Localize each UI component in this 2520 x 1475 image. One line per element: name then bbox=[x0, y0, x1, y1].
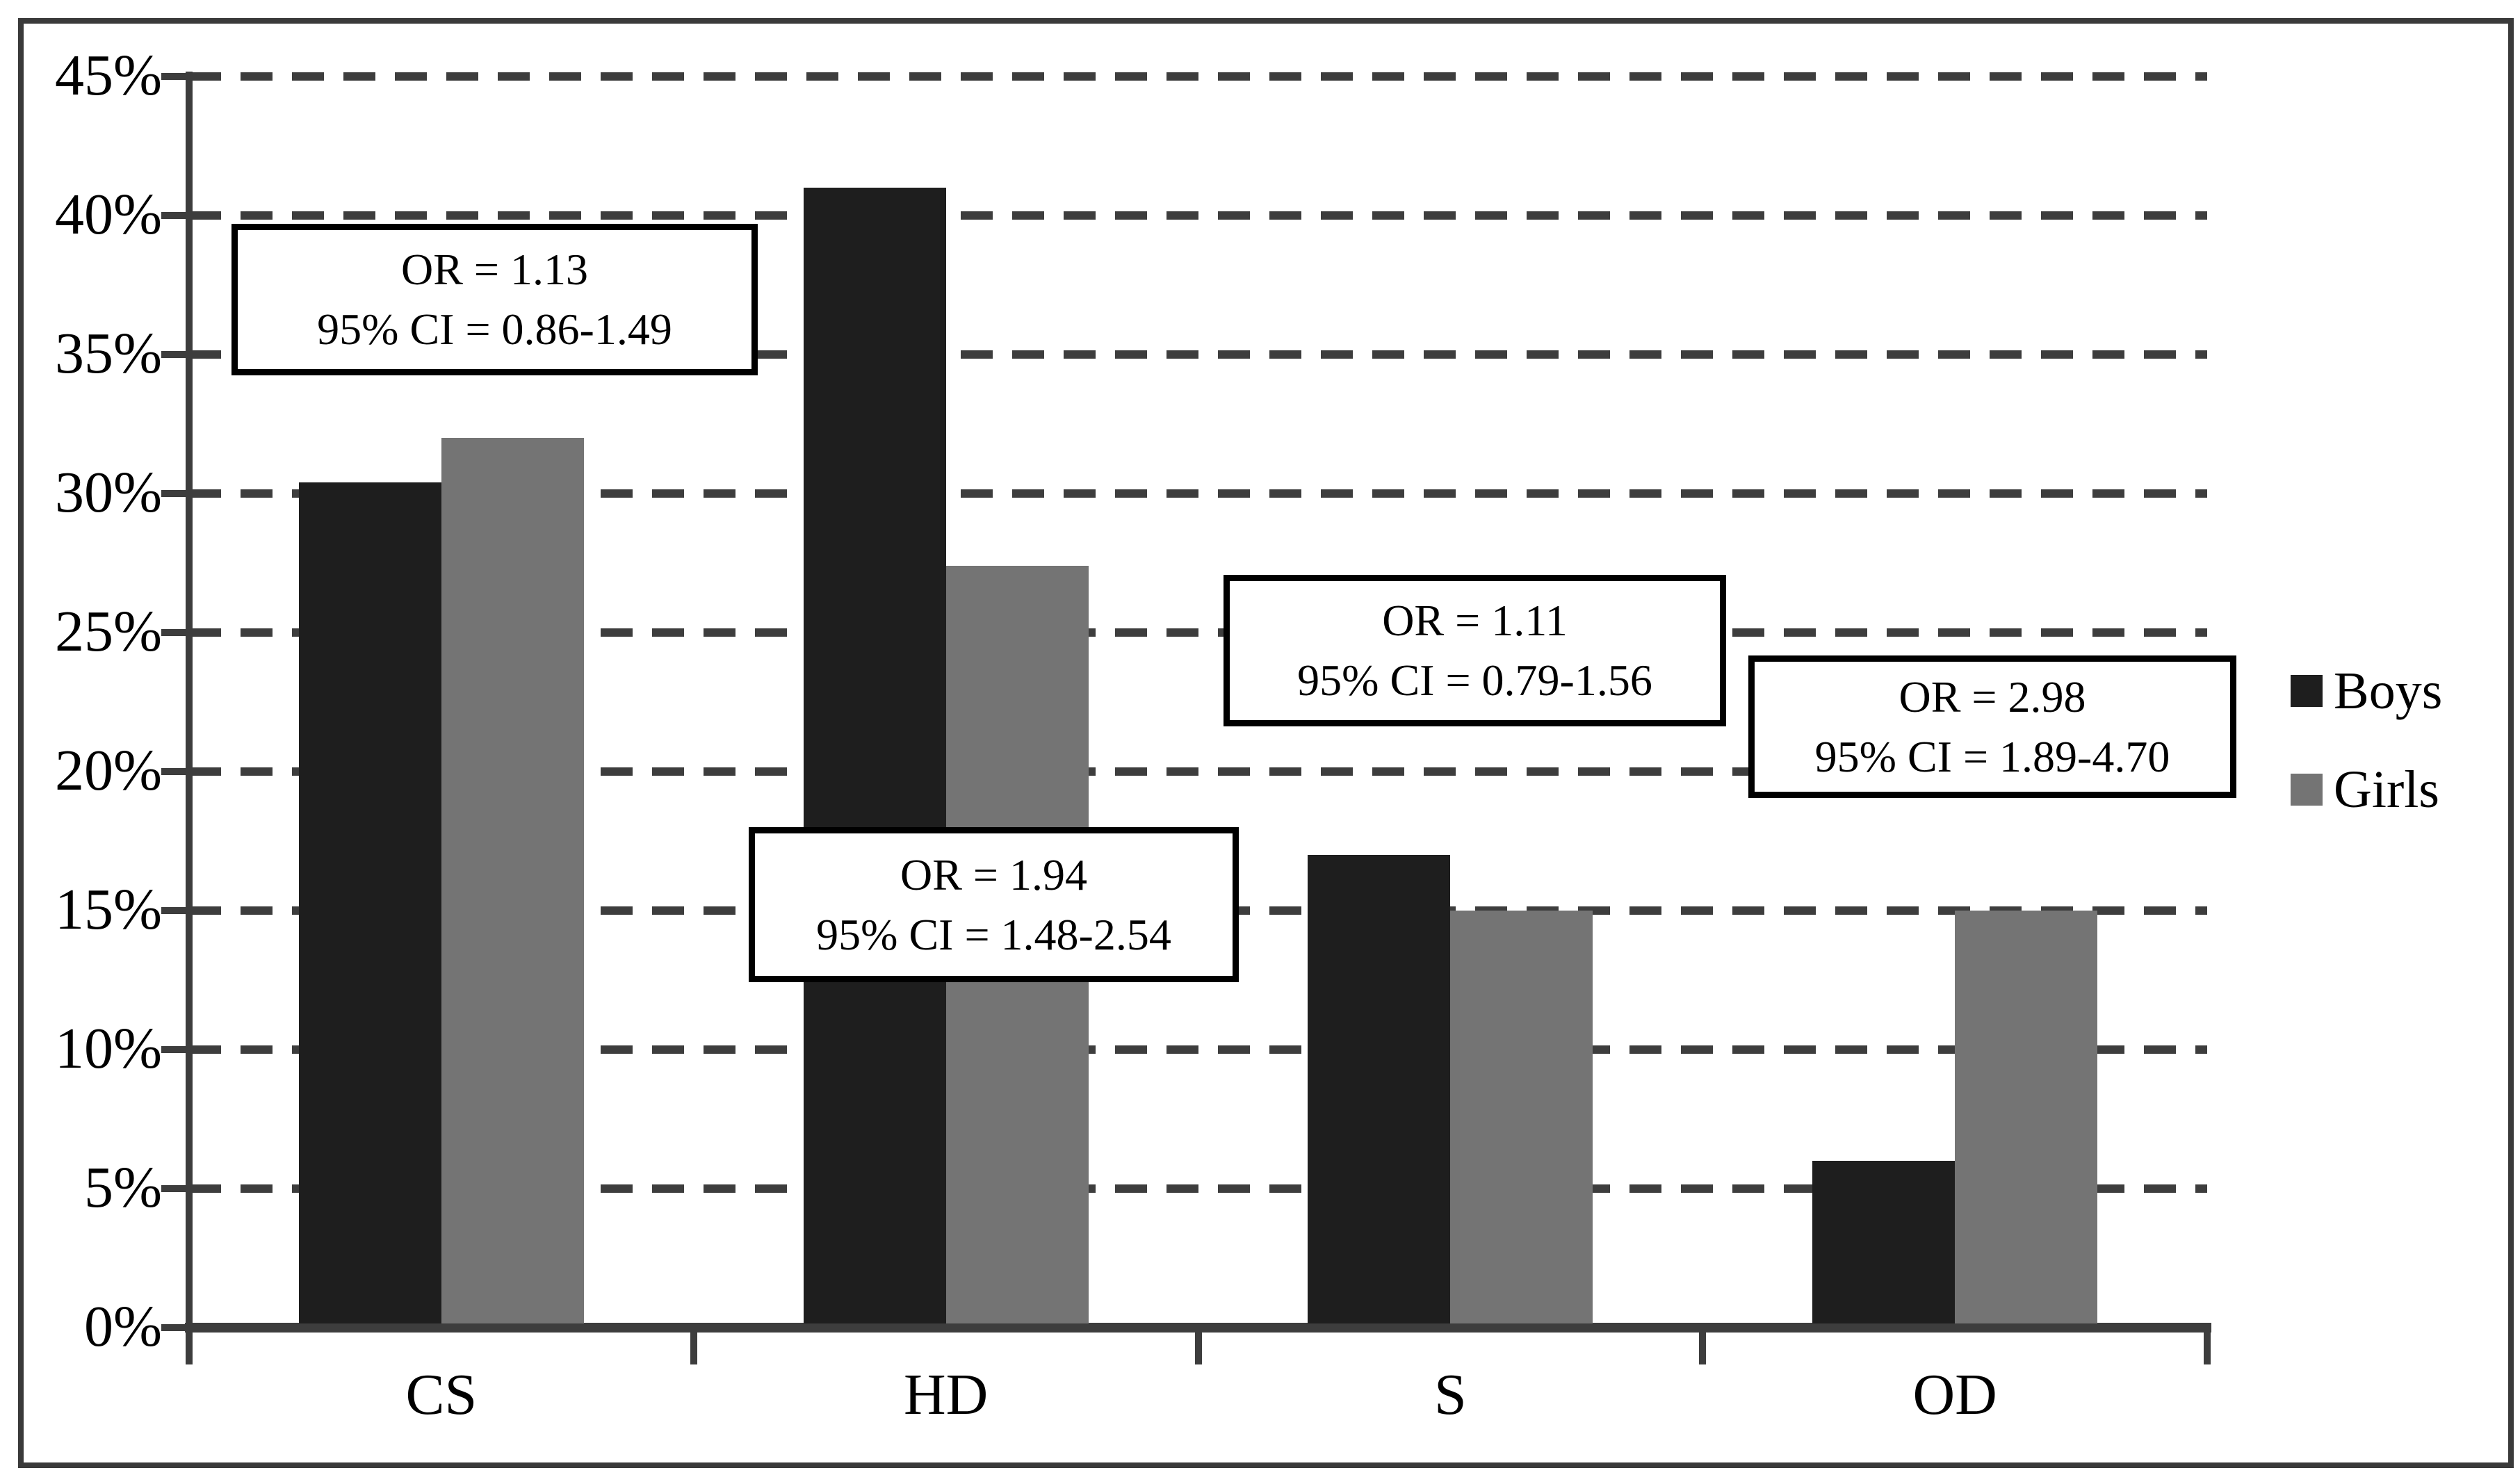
y-axis-tick-10 bbox=[161, 1046, 202, 1053]
annotation-ci-line: 95% CI = 1.48-2.54 bbox=[816, 909, 1171, 959]
x-axis-tick-3 bbox=[1699, 1323, 1707, 1364]
annotation-ci-line: 95% CI = 0.86-1.49 bbox=[317, 304, 672, 354]
legend-swatch-girls bbox=[2291, 774, 2323, 806]
y-axis-line bbox=[186, 72, 193, 1333]
annotation-box-cs: OR = 1.13 95% CI = 0.86-1.49 bbox=[231, 224, 758, 375]
x-cat-label-s: S bbox=[1434, 1362, 1467, 1427]
y-tick-label-35: 35% bbox=[55, 321, 162, 386]
y-tick-label-45: 45% bbox=[55, 43, 162, 108]
annotation-box-s: OR = 1.11 95% CI = 0.79-1.56 bbox=[1224, 575, 1726, 726]
y-tick-label-15: 15% bbox=[55, 877, 162, 942]
gridline-40 bbox=[189, 211, 2207, 220]
y-axis-tick-35 bbox=[161, 351, 202, 358]
legend-item-girls: Girls bbox=[2291, 763, 2439, 816]
x-axis-tick-2 bbox=[1194, 1323, 1202, 1364]
x-axis-tick-1 bbox=[690, 1323, 697, 1364]
bar-girls-cs bbox=[441, 438, 584, 1323]
gridline-5 bbox=[189, 1184, 2207, 1193]
y-axis-tick-0 bbox=[161, 1324, 202, 1331]
bar-girls-s bbox=[1450, 911, 1593, 1323]
legend-label-girls: Girls bbox=[2334, 760, 2439, 819]
x-cat-label-cs: CS bbox=[405, 1362, 478, 1427]
bar-boys-hd bbox=[803, 188, 946, 1323]
x-cat-label-od: OD bbox=[1912, 1362, 1997, 1427]
y-tick-label-0: 0% bbox=[84, 1294, 162, 1359]
gridline-30 bbox=[189, 489, 2207, 498]
gridline-45 bbox=[189, 72, 2207, 81]
bar-boys-s bbox=[1308, 855, 1451, 1323]
annotation-or-line: OR = 1.13 bbox=[401, 245, 588, 294]
y-axis-tick-5 bbox=[161, 1185, 202, 1192]
x-axis-tick-4 bbox=[2204, 1323, 2211, 1364]
annotation-or-line: OR = 1.11 bbox=[1382, 596, 1568, 645]
legend-swatch-boys bbox=[2291, 675, 2323, 707]
bar-boys-cs bbox=[298, 482, 441, 1323]
annotation-ci-line: 95% CI = 0.79-1.56 bbox=[1297, 655, 1652, 705]
annotation-ci-line: 95% CI = 1.89-4.70 bbox=[1814, 731, 2170, 781]
annotation-box-od: OR = 2.98 95% CI = 1.89-4.70 bbox=[1748, 655, 2236, 798]
y-axis-tick-20 bbox=[161, 768, 202, 775]
x-axis-tick-0 bbox=[186, 1323, 193, 1364]
y-tick-label-30: 30% bbox=[55, 460, 162, 525]
y-tick-label-25: 25% bbox=[55, 599, 162, 664]
gridline-10 bbox=[189, 1045, 2207, 1054]
gridline-20 bbox=[189, 767, 2207, 776]
y-axis-tick-45 bbox=[161, 73, 202, 80]
bar-girls-od bbox=[1955, 911, 2098, 1323]
annotation-box-hd: OR = 1.94 95% CI = 1.48-2.54 bbox=[749, 827, 1239, 982]
bar-boys-od bbox=[1812, 1161, 1956, 1323]
y-tick-label-10: 10% bbox=[55, 1016, 162, 1081]
y-tick-label-5: 5% bbox=[84, 1155, 162, 1220]
annotation-or-line: OR = 1.94 bbox=[900, 849, 1087, 899]
x-cat-label-hd: HD bbox=[903, 1362, 989, 1427]
y-axis-tick-15 bbox=[161, 907, 202, 914]
annotation-or-line: OR = 2.98 bbox=[1899, 671, 2086, 722]
y-tick-label-20: 20% bbox=[55, 738, 162, 803]
legend-label-boys: Boys bbox=[2334, 662, 2443, 720]
legend-item-boys: Boys bbox=[2291, 665, 2442, 717]
y-axis-tick-40 bbox=[161, 212, 202, 219]
y-axis-tick-30 bbox=[161, 490, 202, 497]
y-axis-tick-25 bbox=[161, 629, 202, 636]
y-tick-label-40: 40% bbox=[55, 182, 162, 247]
